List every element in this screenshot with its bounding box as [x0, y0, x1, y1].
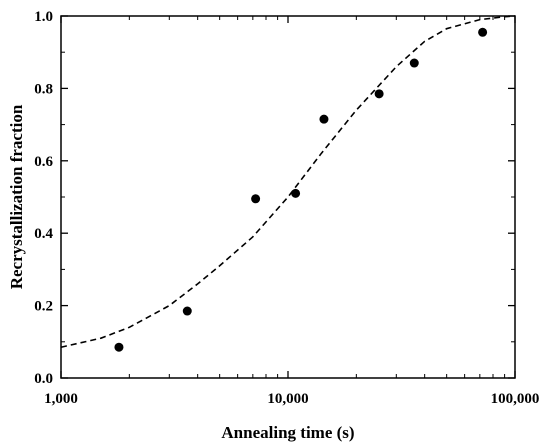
data-point	[374, 89, 384, 99]
y-axis: 0.0 0.2 0.4 0.6 0.8 1.0	[34, 9, 515, 387]
y-tick-label: 0.0	[34, 371, 53, 387]
x-tick-label: 1,000	[44, 391, 78, 407]
data-point	[291, 188, 301, 198]
data-point	[182, 306, 192, 316]
x-axis-title: Annealing time (s)	[221, 423, 354, 442]
data-point	[478, 27, 488, 37]
data-point	[409, 58, 419, 68]
y-tick-label: 0.2	[34, 299, 53, 315]
x-tick-label: 10,000	[267, 391, 308, 407]
data-point	[114, 342, 124, 352]
fit-curve	[60, 15, 516, 349]
data-point	[251, 194, 261, 204]
plot-area	[60, 15, 516, 379]
y-tick-label: 1.0	[34, 9, 53, 25]
x-axis: 1,000 10,000 100,000	[44, 16, 539, 407]
plot-frame	[60, 15, 516, 379]
data-point	[319, 114, 329, 124]
y-tick-label: 0.6	[34, 154, 53, 170]
y-axis-title: Recrystallization fraction	[7, 104, 26, 289]
x-tick-label: 100,000	[491, 391, 540, 407]
y-tick-label: 0.8	[34, 81, 53, 97]
y-tick-label: 0.4	[34, 226, 53, 242]
